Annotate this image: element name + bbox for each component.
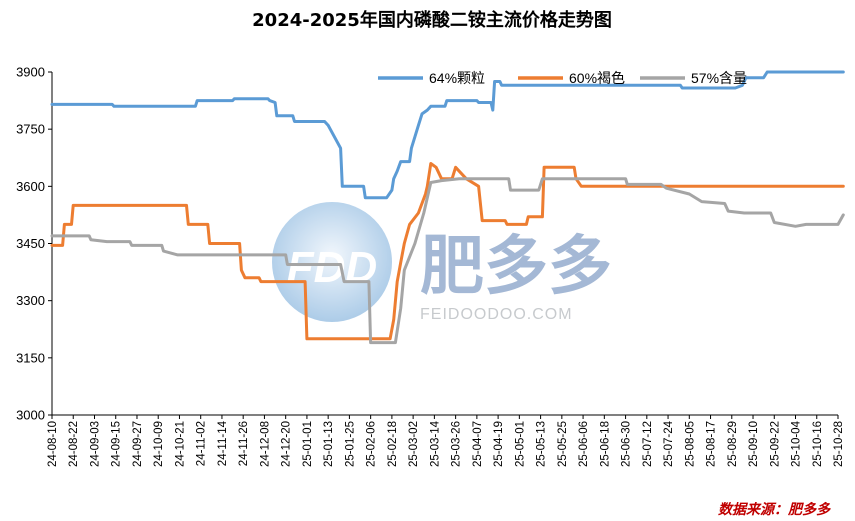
x-tick-label: 25-05-01 bbox=[514, 421, 526, 467]
y-axis: 3000 3150 3300 3450 3600 3750 3900 bbox=[16, 65, 53, 423]
watermark: FDD 肥多多 FEIDOODOO.COM bbox=[272, 202, 612, 323]
y-tick-label: 3300 bbox=[16, 293, 45, 308]
watermark-logo-text: FDD bbox=[287, 243, 377, 292]
x-tick-label: 25-04-19 bbox=[493, 421, 505, 467]
x-tick-label: 25-08-17 bbox=[706, 421, 718, 467]
x-tick-label: 24-12-08 bbox=[259, 421, 271, 467]
x-tick-label: 25-01-01 bbox=[302, 421, 314, 467]
watermark-logo-icon bbox=[272, 202, 392, 322]
x-tick-label: 25-09-10 bbox=[748, 421, 760, 467]
x-tick-label: 25-07-12 bbox=[642, 421, 654, 467]
x-tick-label: 24-11-02 bbox=[196, 421, 208, 466]
watermark-brand-en: FEIDOODOO.COM bbox=[420, 306, 573, 323]
x-tick-label: 25-03-14 bbox=[429, 420, 441, 467]
x-tick-label: 25-01-25 bbox=[344, 421, 356, 467]
legend: 64%颗粒 60%褐色 57%含量 bbox=[378, 70, 747, 86]
x-tick-label: 25-08-05 bbox=[684, 421, 696, 467]
x-tick-label: 25-05-13 bbox=[536, 421, 548, 467]
y-tick-label: 3000 bbox=[16, 408, 45, 423]
y-tick-label: 3600 bbox=[16, 179, 45, 194]
x-tick-label: 25-03-26 bbox=[451, 421, 463, 467]
x-tick-label: 24-11-14 bbox=[217, 420, 229, 466]
x-tick-label: 24-10-21 bbox=[174, 421, 186, 467]
x-tick-label: 24-09-03 bbox=[89, 421, 101, 467]
x-tick-label: 25-10-16 bbox=[812, 421, 824, 467]
x-tick-label: 24-12-20 bbox=[281, 421, 293, 467]
y-tick-label: 3750 bbox=[16, 122, 45, 137]
source-note: 数据来源：肥多多 bbox=[718, 501, 831, 517]
x-tick-label: 24-09-27 bbox=[132, 421, 144, 467]
y-tick-label: 3900 bbox=[16, 65, 45, 80]
series-group bbox=[50, 70, 845, 345]
x-tick-label: 25-09-22 bbox=[769, 421, 781, 467]
watermark-brand-cn: 肥多多 bbox=[420, 230, 612, 302]
x-tick-label: 24-08-22 bbox=[68, 421, 80, 467]
series-line-1 bbox=[50, 70, 845, 200]
y-tick-label: 3450 bbox=[16, 236, 45, 251]
legend-label-3: 57%含量 bbox=[691, 70, 747, 86]
x-tick-label: 25-10-28 bbox=[833, 421, 845, 467]
x-tick-label: 25-10-04 bbox=[791, 420, 803, 467]
x-tick-label: 24-08-10 bbox=[47, 421, 59, 467]
x-tick-label: 24-09-15 bbox=[111, 421, 123, 467]
x-tick-label: 25-02-18 bbox=[387, 421, 399, 467]
x-tick-label: 25-03-02 bbox=[408, 421, 420, 467]
x-tick-label: 24-11-26 bbox=[238, 421, 250, 466]
x-axis: 24-08-10 24-08-22 24-09-03 24-09-15 24-09-27… bbox=[47, 414, 845, 467]
x-tick-label: 25-02-06 bbox=[366, 421, 378, 467]
x-tick-label: 25-06-06 bbox=[578, 421, 590, 467]
legend-label-1: 64%颗粒 bbox=[429, 70, 485, 86]
x-tick-label: 25-08-29 bbox=[727, 421, 739, 467]
x-tick-label: 25-04-07 bbox=[472, 421, 484, 467]
x-tick-label: 25-05-25 bbox=[557, 421, 569, 467]
x-tick-label: 25-06-30 bbox=[621, 421, 633, 467]
y-tick-label: 3150 bbox=[16, 350, 45, 365]
legend-label-2: 60%褐色 bbox=[569, 70, 625, 86]
x-tick-label: 25-06-18 bbox=[599, 421, 611, 467]
chart-title: 2024-2025年国内磷酸二铵主流价格走势图 bbox=[252, 9, 612, 31]
x-tick-label: 25-07-24 bbox=[663, 420, 675, 467]
series-line-3 bbox=[50, 177, 845, 345]
x-tick-label: 24-10-09 bbox=[153, 421, 165, 467]
series-line-2 bbox=[50, 162, 845, 341]
x-tick-label: 25-01-13 bbox=[323, 421, 335, 467]
